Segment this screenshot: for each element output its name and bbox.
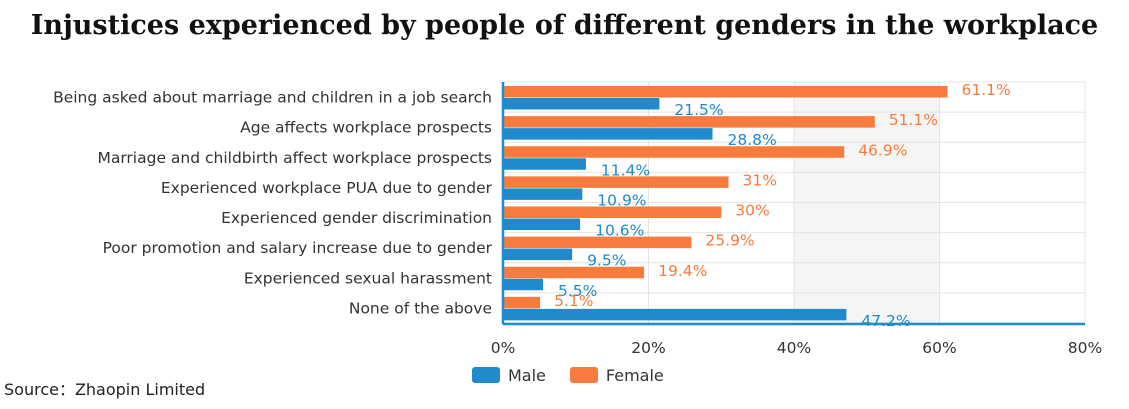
x-tick-label: 20% bbox=[631, 339, 665, 357]
bar-male bbox=[503, 128, 713, 140]
legend-swatch-male bbox=[472, 367, 500, 383]
bar-female bbox=[503, 266, 645, 279]
legend-item-male[interactable]: Male bbox=[472, 366, 546, 385]
bar-female bbox=[503, 176, 729, 188]
data-label-male: 21.5% bbox=[674, 101, 723, 119]
bar-male bbox=[503, 308, 847, 321]
legend-label-female: Female bbox=[605, 365, 664, 385]
data-label-female: 51.1% bbox=[889, 111, 938, 129]
bar-male bbox=[503, 278, 544, 291]
data-label-female: 46.9% bbox=[858, 141, 907, 159]
legend-label-male: Male bbox=[508, 365, 546, 385]
bar-female bbox=[503, 236, 692, 249]
x-tick-label: 60% bbox=[922, 339, 956, 357]
bar-male bbox=[503, 188, 583, 200]
data-label-male: 9.5% bbox=[587, 252, 626, 270]
legend-item-female[interactable]: Female bbox=[569, 365, 664, 385]
x-tick-label: 40% bbox=[777, 339, 811, 357]
data-label-female: 31% bbox=[743, 171, 777, 189]
x-tick-label: 80% bbox=[1068, 339, 1102, 357]
category-label: Poor promotion and salary increase due t… bbox=[103, 239, 493, 257]
bar-female bbox=[503, 146, 845, 158]
data-label-female: 30% bbox=[735, 202, 769, 220]
chart-title: Injustices experienced by people of diff… bbox=[30, 10, 1099, 41]
data-label-male: 47.2% bbox=[861, 312, 910, 330]
category-label: None of the above bbox=[349, 299, 492, 317]
legend-swatch-female bbox=[569, 367, 598, 383]
category-label: Experienced workplace PUA due to gender bbox=[161, 179, 493, 197]
data-label-male: 5.5% bbox=[558, 282, 597, 300]
legend: Male Female bbox=[472, 364, 688, 386]
bar-male bbox=[503, 158, 586, 170]
category-label: Experienced gender discrimination bbox=[221, 209, 492, 227]
bar-male bbox=[503, 98, 660, 110]
data-label-male: 10.6% bbox=[595, 222, 644, 240]
bar-female bbox=[503, 86, 948, 98]
category-label: Marriage and childbirth affect workplace… bbox=[97, 149, 492, 167]
bar-female bbox=[503, 206, 722, 218]
category-label: Being asked about marriage and children … bbox=[53, 89, 492, 107]
data-label-male: 11.4% bbox=[601, 161, 650, 179]
data-label-male: 28.8% bbox=[728, 131, 777, 149]
data-label-female: 19.4% bbox=[658, 262, 707, 280]
data-label-female: 5.1% bbox=[554, 292, 593, 310]
x-tick-label: 0% bbox=[491, 339, 516, 357]
source-note: Source：Zhaopin Limited bbox=[4, 380, 206, 399]
bar-male bbox=[503, 248, 573, 261]
category-label: Age affects workplace prospects bbox=[240, 119, 492, 137]
data-label-female: 25.9% bbox=[705, 232, 754, 250]
bar-female bbox=[503, 296, 541, 309]
category-label: Experienced sexual harassment bbox=[244, 269, 492, 287]
data-label-female: 61.1% bbox=[962, 81, 1011, 99]
bar-female bbox=[503, 116, 875, 128]
bar-male bbox=[503, 218, 581, 230]
data-label-male: 10.9% bbox=[597, 191, 646, 209]
